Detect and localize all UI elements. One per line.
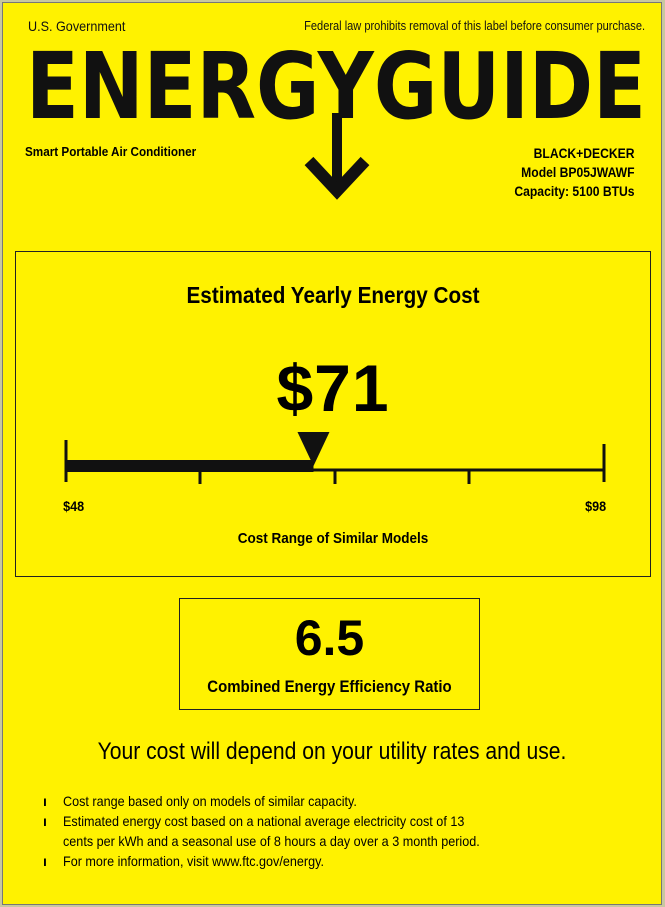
cost-range-label: Cost Range of Similar Models: [237, 530, 429, 547]
bullet-icon: ı: [43, 853, 47, 869]
cost-title: Estimated Yearly Energy Cost: [186, 282, 480, 308]
footnote: ı Cost range based only on models of simi…: [43, 793, 357, 809]
footnote: ı For more information, visit www.ftc.gov…: [43, 853, 324, 869]
energyguide-logo: ENERGYGUIDE: [26, 43, 646, 200]
footnote: cents per kWh and a seasonal use of 8 ho…: [63, 833, 480, 849]
efficiency-box: 6.5 Combined Energy Efficiency Ratio: [179, 598, 480, 710]
bullet-icon: ı: [43, 793, 47, 809]
product-info: BLACK+DECKER Model BP05JWAWF Capacity: 5…: [515, 144, 635, 201]
down-arrow-icon: [304, 113, 370, 200]
federal-law-notice: Federal law prohibits removal of this la…: [304, 18, 645, 33]
yearly-cost-box: Estimated Yearly Energy Cost $71 $48 $98…: [15, 251, 651, 577]
us-government-text: U.S. Government: [28, 18, 126, 34]
cost-pointer-icon: [297, 432, 330, 466]
brand: BLACK+DECKER: [534, 146, 635, 161]
eer-label: Combined Energy Efficiency Ratio: [207, 677, 452, 696]
cost-value: $71: [276, 351, 390, 425]
cost-scale: [64, 432, 606, 484]
eer-value: 6.5: [294, 610, 365, 666]
min-cost-label: $48: [63, 498, 85, 514]
footnote: ı Estimated energy cost based on a nation…: [43, 813, 465, 829]
capacity: Capacity: 5100 BTUs: [514, 184, 635, 199]
max-cost-label: $98: [585, 498, 607, 514]
footnotes: ı Cost range based only on models of simi…: [43, 791, 526, 871]
model: Model BP05JWAWF: [521, 165, 635, 180]
product-type: Smart Portable Air Conditioner: [25, 144, 197, 159]
utility-note: Your cost will depend on your utility ra…: [97, 738, 567, 765]
bullet-icon: ı: [43, 813, 47, 829]
cost-fill-bar: [66, 460, 314, 472]
